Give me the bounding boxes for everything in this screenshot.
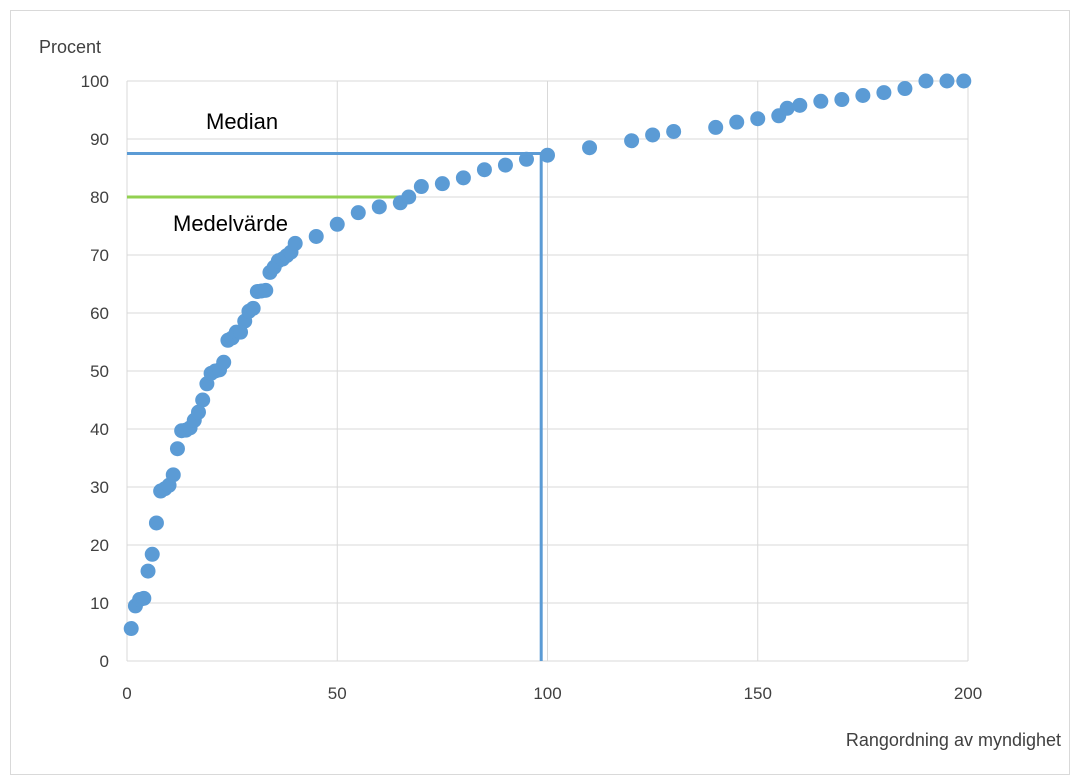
data-point [123, 621, 139, 637]
data-point [413, 179, 429, 195]
y-tick-label: 30 [90, 478, 109, 497]
data-point [779, 100, 795, 116]
median-label: Median [206, 109, 278, 134]
data-point [956, 73, 972, 89]
data-point [497, 157, 513, 173]
data-point [729, 114, 745, 130]
data-point [939, 73, 955, 89]
data-point [518, 151, 534, 167]
data-point [308, 228, 324, 244]
data-point [708, 119, 724, 135]
data-point [918, 73, 934, 89]
data-point [455, 170, 471, 186]
x-tick-label: 0 [122, 684, 131, 703]
x-tick-label: 100 [533, 684, 561, 703]
data-point [813, 93, 829, 109]
y-tick-label: 90 [90, 130, 109, 149]
y-tick-label: 70 [90, 246, 109, 265]
x-axis-title: Rangordning av myndighet [846, 730, 1061, 750]
data-point [666, 123, 682, 139]
data-point [169, 441, 185, 457]
y-tick-label: 50 [90, 362, 109, 381]
data-points [123, 73, 972, 637]
y-tick-label: 80 [90, 188, 109, 207]
data-point [245, 300, 261, 316]
data-point [216, 354, 232, 370]
y-tick-label: 10 [90, 594, 109, 613]
y-tick-label: 100 [81, 72, 109, 91]
y-tick-label: 40 [90, 420, 109, 439]
data-point [165, 467, 181, 483]
mean-label: Medelvärde [173, 211, 288, 236]
data-point [350, 205, 366, 221]
data-point [834, 92, 850, 108]
data-point [476, 162, 492, 178]
y-tick-label: 20 [90, 536, 109, 555]
data-point [645, 127, 661, 143]
y-tick-label: 60 [90, 304, 109, 323]
reference-lines [127, 152, 543, 661]
tick-labels: 0 10 20 30 40 50 60 70 80 90 100 0 50 100 150 200 [81, 72, 983, 703]
data-point [136, 590, 152, 606]
x-tick-label: 200 [954, 684, 982, 703]
x-tick-label: 50 [328, 684, 347, 703]
data-point [792, 97, 808, 113]
chart-frame: 0 10 20 30 40 50 60 70 80 90 100 0 50 100 150 200 Proce… [10, 10, 1070, 775]
data-point [371, 199, 387, 215]
data-point [876, 85, 892, 101]
grid-layer [126, 80, 969, 662]
y-axis-title: Procent [39, 37, 101, 57]
data-point [750, 111, 766, 127]
y-tick-label: 0 [100, 652, 109, 671]
data-point [401, 189, 417, 205]
data-point [434, 176, 450, 192]
data-point [195, 392, 211, 408]
data-point [190, 404, 206, 420]
data-point [329, 216, 345, 232]
data-point [287, 235, 303, 251]
data-point [540, 147, 555, 163]
data-point [897, 81, 913, 97]
chart-svg: 0 10 20 30 40 50 60 70 80 90 100 0 50 100 150 200 Proce… [39, 37, 1061, 750]
x-tick-label: 150 [744, 684, 772, 703]
data-point [258, 282, 274, 298]
data-point [624, 133, 640, 149]
data-point [140, 563, 156, 579]
data-point [855, 88, 871, 103]
data-point [148, 515, 164, 531]
data-point [144, 546, 160, 562]
data-point [582, 140, 598, 156]
